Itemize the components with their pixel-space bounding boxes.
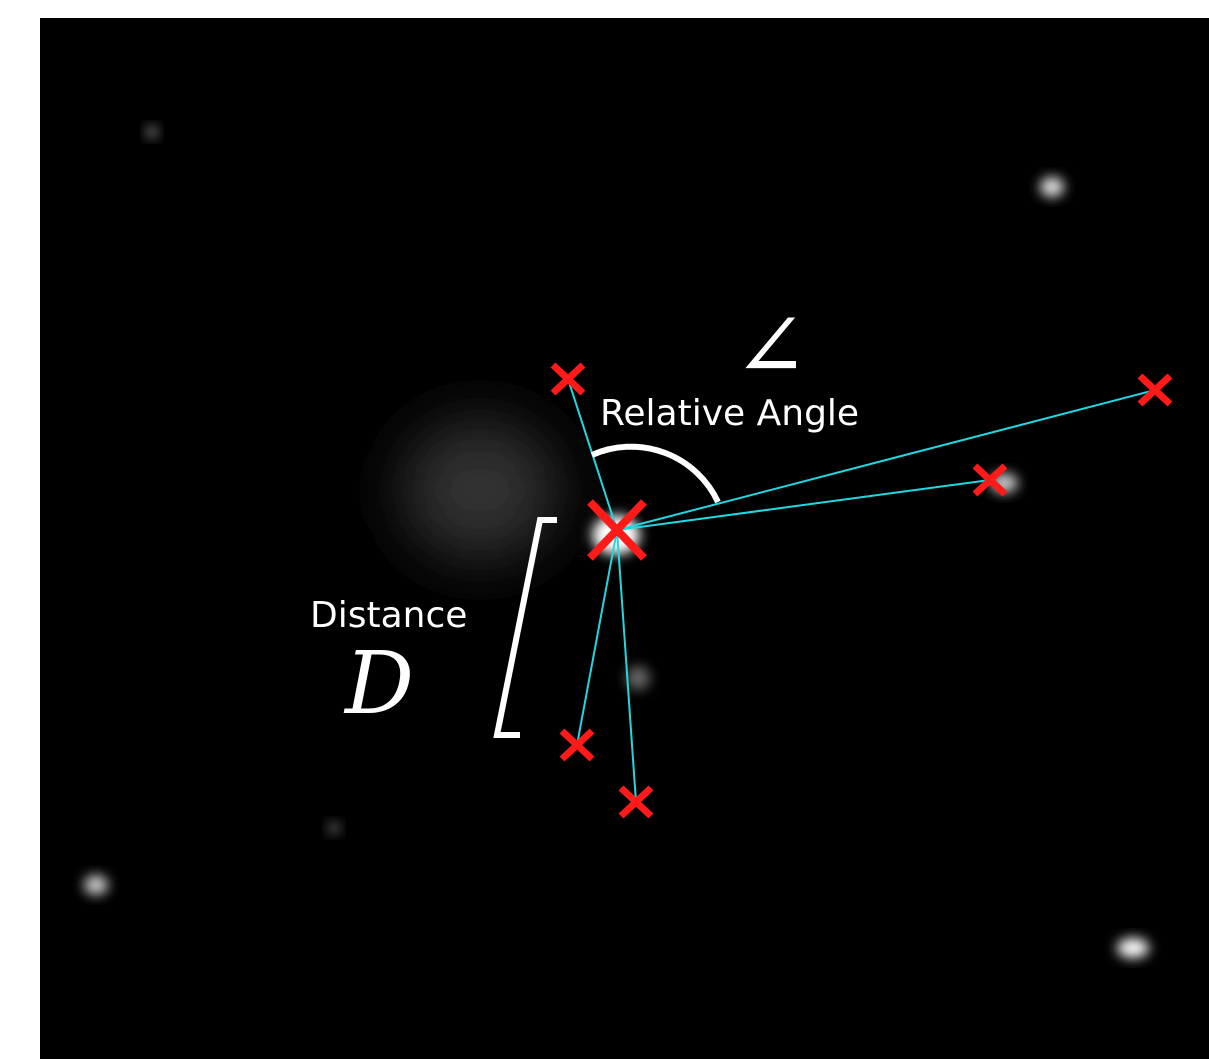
distance-symbol: D xyxy=(343,634,414,734)
distance-label: Distance xyxy=(310,595,467,636)
page: ∠ Relative Angle Distance D (() => { con… xyxy=(0,0,1209,1059)
angle-label: Relative Angle xyxy=(600,393,859,434)
angle-symbol: ∠ xyxy=(733,294,808,399)
diagram: ∠ Relative Angle Distance D xyxy=(0,0,1209,1059)
